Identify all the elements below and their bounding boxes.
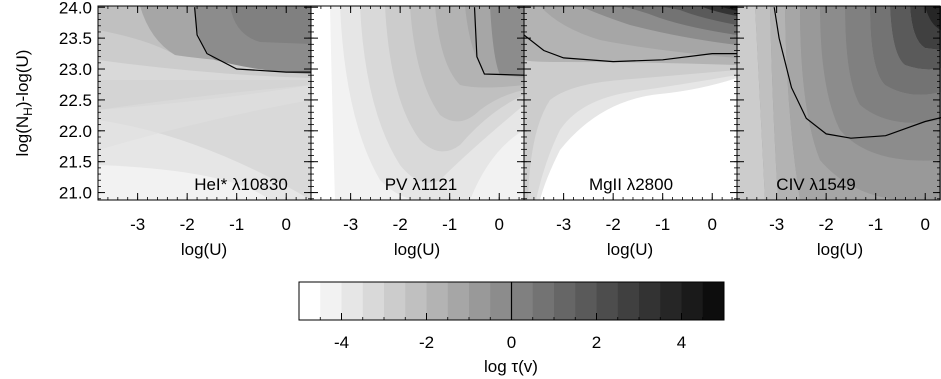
panel-frame	[736, 5, 941, 201]
panel-mgii: MgII λ2800	[523, 5, 738, 201]
y-tick-label: 23.5	[59, 29, 92, 48]
colorbar-tick-label: -2	[419, 333, 434, 352]
colorbar-segment	[405, 282, 427, 320]
field-band	[845, 6, 941, 123]
x-tick-label: 0	[281, 215, 290, 234]
colorbar-segment	[681, 282, 704, 320]
colorbar-segment	[511, 282, 534, 320]
colorbar-segment	[575, 282, 597, 320]
x-tick-label: 0	[707, 215, 716, 234]
panel-mgii-field	[524, 6, 737, 200]
panel-label: PV λ1121	[385, 175, 457, 194]
field-band	[925, 6, 941, 30]
x-tick-label: -1	[655, 215, 670, 234]
field-band	[785, 6, 900, 200]
x-tick-label: -1	[229, 215, 244, 234]
x-tick-label: -2	[606, 215, 621, 234]
field-band	[737, 6, 765, 200]
x-tick-label: 0	[494, 215, 503, 234]
field-band	[98, 85, 311, 150]
field-band	[230, 6, 311, 44]
y-tick-label: 21.0	[59, 184, 92, 203]
colorbar-segment	[532, 282, 555, 320]
x-tick-label: 0	[920, 215, 929, 234]
colorbar-segment	[469, 282, 491, 320]
x-tick-label: -3	[343, 215, 358, 234]
x-tick-label: -1	[868, 215, 883, 234]
panel-pv-field	[311, 6, 524, 200]
colorbar-segment	[639, 282, 661, 320]
colorbar-tick-label: 0	[507, 333, 516, 352]
colorbar-segment	[426, 282, 449, 320]
colorbar-segment	[490, 282, 512, 320]
y-tick-label: 24.0	[59, 0, 92, 17]
colorbar-segment	[447, 282, 470, 320]
panel-label: CIV λ1549	[776, 175, 855, 194]
field-band	[98, 80, 311, 110]
field-band	[490, 6, 524, 76]
x-tick-label: -3	[130, 215, 145, 234]
colorbar-segment	[362, 282, 385, 320]
contour-line	[194, 7, 311, 73]
panel-pv: PV λ1121	[310, 5, 525, 201]
colorbar-segment	[660, 282, 682, 320]
x-axis-label: log(U)	[817, 240, 863, 259]
y-tick-label: 22.5	[59, 91, 92, 110]
field-band	[870, 6, 941, 95]
y-tick-label: 23.0	[59, 60, 92, 79]
colorbar-segment	[554, 282, 576, 320]
panel-label: HeI* λ10830	[194, 175, 288, 194]
panel-hei: HeI* λ10830	[97, 5, 312, 201]
x-axis-label: log(U)	[607, 240, 653, 259]
colorbar-segment	[299, 282, 321, 320]
x-tick-label: -1	[442, 215, 457, 234]
panel-label: MgII λ2800	[589, 175, 673, 194]
colorbar-segment	[384, 282, 406, 320]
x-tick-label: -2	[180, 215, 195, 234]
field-band	[755, 6, 778, 200]
x-tick-label: -2	[393, 215, 408, 234]
colorbar-segment	[702, 282, 725, 320]
panel-hei-field	[98, 6, 311, 200]
x-axis-label: log(U)	[181, 240, 227, 259]
x-axis-label: log(U)	[394, 240, 440, 259]
x-tick-label: -3	[769, 215, 784, 234]
contour-line	[524, 34, 737, 63]
y-tick-label: 21.5	[59, 153, 92, 172]
field-band	[311, 6, 335, 200]
contour-line	[473, 7, 524, 76]
colorbar-segment	[596, 282, 619, 320]
colorbar-tick-label: -4	[334, 333, 349, 352]
y-axis-label: log(NH)-log(U)	[13, 50, 35, 157]
x-tick-label: -3	[556, 215, 571, 234]
colorbar-segment	[320, 282, 342, 320]
colorbar-tick-label: 2	[592, 333, 601, 352]
y-tick-label: 22.0	[59, 122, 92, 141]
panel-civ: CIV λ1549	[736, 5, 941, 201]
field-band	[98, 165, 270, 200]
colorbar-segment	[341, 282, 364, 320]
contour-line	[773, 7, 941, 139]
colorbar: -4 -2 0 2 4	[298, 281, 725, 352]
field-band	[770, 6, 800, 200]
colorbar-tick-label: 4	[677, 333, 686, 352]
field-band	[820, 6, 941, 161]
field-band	[890, 6, 941, 70]
axes: -3 -2 -1 0 -3 -2 -1 0 -3 -2 -1 0 -3 -2 -1 0 21.0 21.5 22.0…	[59, 0, 940, 234]
colorbar-segment	[617, 282, 640, 320]
x-tick-label: -2	[819, 215, 834, 234]
colorbar-label: log τ(v)	[484, 357, 538, 376]
panel-civ-field	[737, 6, 941, 200]
field-band	[800, 6, 941, 200]
